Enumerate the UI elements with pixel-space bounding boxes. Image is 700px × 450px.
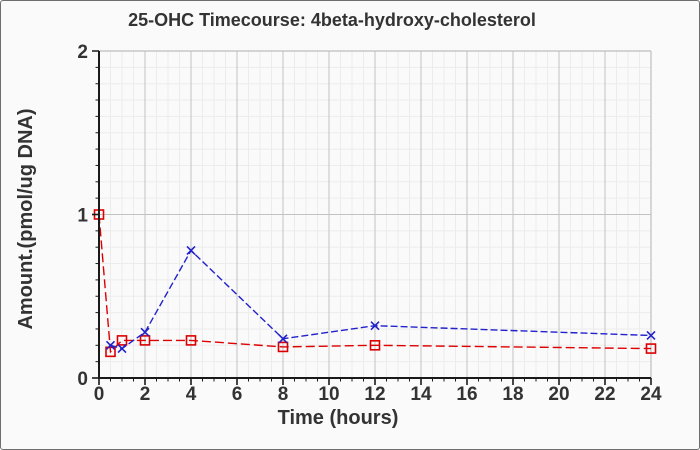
y-tick-label: 2	[77, 42, 88, 63]
x-tick-label: 20	[548, 384, 569, 405]
x-axis-title: Time (hours)	[278, 407, 399, 429]
square-marker	[645, 343, 657, 354]
y-axis-title: Amount.(pmol/ug DNA)	[15, 108, 37, 329]
x-tick-label: 22	[594, 384, 615, 405]
y-tick-label: 0	[77, 369, 88, 390]
x-tick-label: 4	[186, 384, 197, 405]
x-marker	[646, 330, 656, 341]
square-marker	[116, 335, 128, 346]
chart-title: 25-OHC Timecourse: 4beta-hydroxy-cholest…	[128, 10, 536, 30]
series-layer	[93, 209, 657, 358]
x-tick-label: 18	[502, 384, 523, 405]
x-tick-label: 8	[278, 384, 289, 405]
x-tick-label: 14	[410, 384, 432, 405]
x-tick-label: 10	[318, 384, 339, 405]
x-marker	[140, 327, 150, 337]
y-tick-label: 1	[77, 206, 88, 227]
x-marker	[117, 344, 127, 354]
x-tick-label: 6	[232, 384, 243, 405]
x-tick-label: 0	[94, 384, 105, 405]
square-marker	[185, 335, 197, 346]
red-open-square-series	[93, 209, 657, 358]
x-tick-label: 2	[140, 384, 151, 405]
x-marker	[278, 334, 288, 344]
square-marker	[369, 339, 381, 351]
x-marker	[370, 321, 380, 331]
x-tick-label: 12	[364, 384, 385, 405]
square-marker	[105, 346, 116, 358]
x-tick-label: 24	[640, 384, 662, 405]
blue-x-series	[105, 245, 656, 354]
tick-marks	[92, 50, 652, 385]
plot-frame	[99, 50, 652, 378]
x-tick-label: 16	[456, 384, 477, 405]
square-marker	[139, 335, 151, 346]
square-marker	[277, 341, 289, 353]
x-marker	[186, 245, 196, 256]
gridlines-major	[99, 51, 651, 378]
x-marker	[105, 340, 116, 350]
